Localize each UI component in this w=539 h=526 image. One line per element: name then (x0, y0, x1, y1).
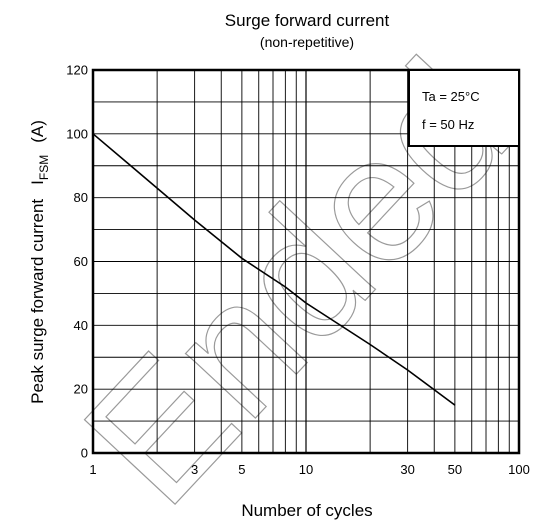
y-axis-subscript: FSM (37, 155, 51, 180)
y-axis-symbol: I (28, 180, 47, 185)
surge-current-line (92, 133, 456, 406)
conditions-box: Ta = 25°C f = 50 Hz (408, 69, 520, 147)
x-tick-label: 100 (508, 462, 530, 477)
y-tick-label: 40 (74, 318, 88, 333)
x-tick-label: 1 (89, 462, 96, 477)
y-tick-label: 0 (81, 446, 88, 461)
svg-text:Peak surge forward currentIFSM: Peak surge forward current IFSM (A) (28, 120, 51, 404)
x-tick-label: 10 (299, 462, 313, 477)
plot-frame (91, 68, 521, 455)
y-tick-label: 20 (74, 382, 88, 397)
x-tick-label: 3 (191, 462, 198, 477)
grid (93, 70, 519, 453)
chart-subtitle: (non-repetitive) (260, 34, 354, 50)
y-axis-label: Peak surge forward current (28, 199, 47, 404)
conditions-ta: Ta = 25°C (422, 89, 480, 104)
conditions-freq: f = 50 Hz (422, 117, 474, 132)
y-axis-unit: (A) (28, 120, 47, 143)
y-tick-label: 100 (66, 126, 88, 141)
y-axis-label-group: Peak surge forward current IFSM (A) (28, 120, 51, 404)
y-tick-label: 120 (66, 63, 88, 78)
x-axis-label: Number of cycles (241, 501, 372, 520)
tick-labels: 1 3 5 10 30 50 100 0 20 40 60 80 100 120 (66, 63, 530, 478)
y-tick-label: 80 (74, 190, 88, 205)
x-tick-label: 5 (238, 462, 245, 477)
x-tick-label: 30 (400, 462, 414, 477)
curve (92, 133, 456, 406)
conditions-frame (408, 69, 520, 147)
x-tick-label: 50 (448, 462, 462, 477)
chart-title: Surge forward current (225, 11, 390, 30)
y-tick-label: 60 (74, 254, 88, 269)
